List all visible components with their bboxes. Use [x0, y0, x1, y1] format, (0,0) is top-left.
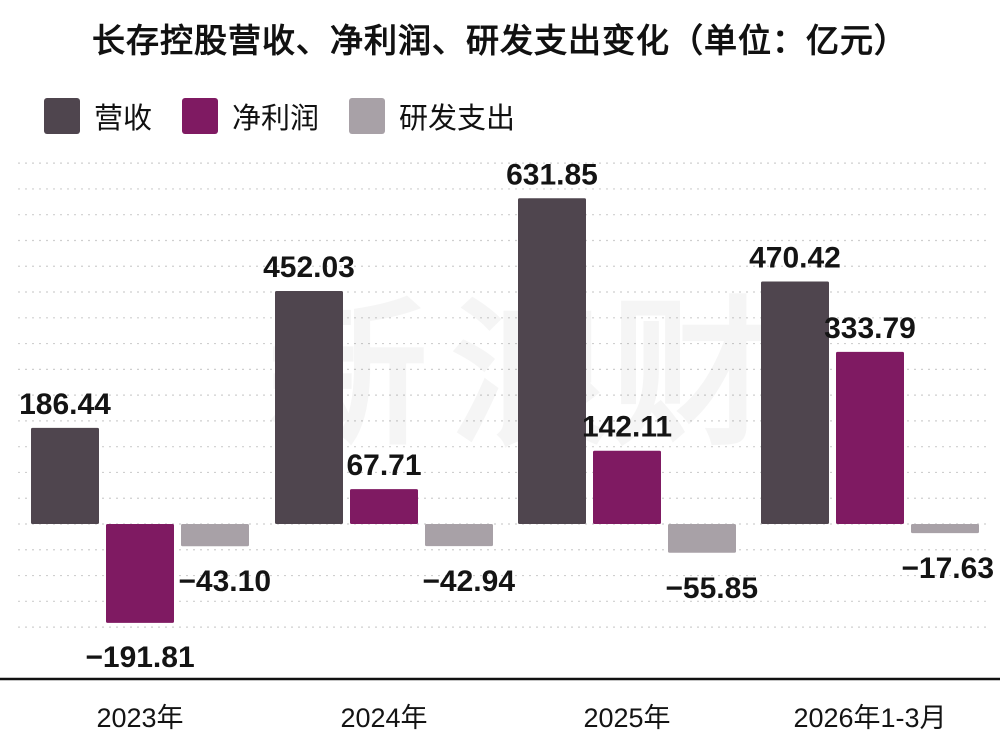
data-label-net-profit: 333.79 — [824, 312, 916, 345]
legend-label-revenue: 营收 — [94, 101, 153, 135]
x-tick-label: 2024年 — [340, 703, 427, 733]
x-tick-label: 2026年1-3月 — [793, 703, 946, 733]
x-tick-label: 2025年 — [583, 703, 670, 733]
data-label-revenue: 186.44 — [19, 388, 111, 421]
chart-title: 长存控股营收、净利润、研发支出变化（单位：亿元） — [92, 21, 908, 60]
bar-net-profit — [593, 450, 661, 524]
bar-revenue — [275, 290, 343, 524]
bar-rd-expense — [425, 524, 493, 547]
data-label-net-profit: 142.11 — [582, 411, 672, 444]
data-label-revenue: 452.03 — [263, 251, 355, 284]
data-label-net-profit: 67.71 — [346, 449, 421, 482]
data-label-revenue: 470.42 — [749, 241, 841, 274]
bar-revenue — [518, 198, 586, 525]
legend-item-rd-expense: 研发支出 — [349, 95, 515, 137]
bar-revenue — [31, 427, 99, 524]
gridlines — [18, 162, 990, 628]
legend-item-net-profit: 净利润 — [182, 95, 319, 137]
data-label-rd-expense: −55.85 — [665, 572, 758, 605]
data-label-rd-expense: −17.63 — [901, 552, 994, 585]
legend-swatch-rd-expense — [349, 98, 386, 134]
legend-label-net-profit: 净利润 — [232, 101, 320, 135]
value-labels: 186.44 −191.81 −43.10 452.03 67.71 −42.94 631.… — [19, 158, 994, 674]
data-label-rd-expense: −42.94 — [422, 565, 515, 598]
legend-item-revenue: 营收 — [44, 95, 152, 137]
legend-swatch-revenue — [44, 98, 80, 134]
data-label-net-profit: −191.81 — [85, 641, 194, 674]
bar-revenue — [761, 281, 829, 524]
bar-net-profit — [836, 351, 904, 524]
bar-net-profit — [350, 489, 418, 524]
x-axis: 2023年 2024年 2025年 2026年1-3月 — [0, 677, 1000, 733]
bar-rd-expense — [911, 524, 979, 534]
bar-net-profit — [106, 524, 174, 623]
legend: 营收 净利润 研发支出 — [44, 96, 545, 136]
legend-swatch-net-profit — [182, 98, 219, 134]
legend-label-rd-expense: 研发支出 — [399, 101, 516, 135]
bar-rd-expense — [668, 524, 736, 553]
data-label-revenue: 631.85 — [506, 158, 598, 191]
x-tick-label: 2023年 — [96, 703, 183, 733]
bar-rd-expense — [181, 524, 249, 547]
bars — [31, 198, 979, 623]
data-label-rd-expense: −43.10 — [178, 565, 271, 598]
